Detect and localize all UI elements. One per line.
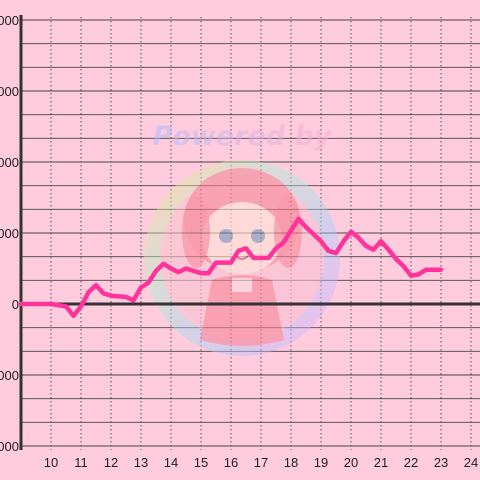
- x-tick-label: 19: [314, 455, 328, 470]
- x-tick-label: 21: [374, 455, 388, 470]
- x-tick-label: 23: [434, 455, 448, 470]
- y-tick-label: 9,000: [0, 84, 19, 99]
- x-tick-label: 11: [74, 455, 88, 470]
- y-tick-label: 12,000: [0, 13, 19, 28]
- x-tick-label: 16: [224, 455, 238, 470]
- x-tick-label: 22: [404, 455, 418, 470]
- x-tick-label: 17: [254, 455, 268, 470]
- series-line: [18, 216, 444, 319]
- x-tick-label: 20: [344, 455, 358, 470]
- watermark-character-image: [144, 160, 340, 356]
- series: [18, 216, 444, 319]
- y-tick-label: -3,000: [0, 368, 19, 383]
- x-tick-label: 14: [164, 455, 178, 470]
- x-tick-label: 18: [284, 455, 298, 470]
- y-tick-label: 6,000: [0, 155, 19, 170]
- x-tick-label: 12: [104, 455, 118, 470]
- y-tick-label: 0: [12, 297, 19, 312]
- x-tick-labels: 10 11 12 13 14 15 16 17 18 19 20 21 22 23 24: [44, 455, 478, 470]
- watermark: Powered by: [144, 121, 340, 356]
- x-tick-label: 10: [44, 455, 58, 470]
- watermark-text: Powered by: [153, 121, 333, 152]
- axes: [19, 15, 480, 450]
- x-tick-label: 13: [134, 455, 148, 470]
- x-tick-label: 24: [464, 455, 478, 470]
- x-tick-label: 15: [194, 455, 208, 470]
- y-tick-label: 3,000: [0, 226, 19, 241]
- y-tick-label: -6,000: [0, 439, 19, 454]
- y-tick-labels: 12,000 9,000 6,000 3,000 0 -3,000 -6,000: [0, 13, 19, 454]
